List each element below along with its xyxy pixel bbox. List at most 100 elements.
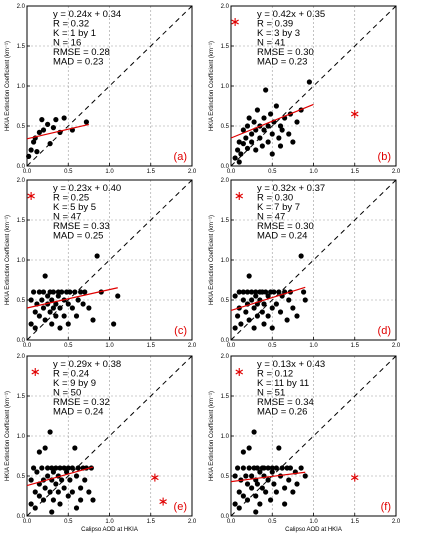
data-point [65,493,71,499]
one-to-one-line [26,5,193,167]
regression-line [26,466,94,487]
data-point [61,313,67,319]
data-point [42,485,48,491]
data-point [75,465,81,471]
data-point [236,489,242,495]
data-point [253,147,259,153]
data-point [78,497,84,503]
data-point [240,141,246,147]
data-point [39,297,45,303]
data-point [251,305,257,311]
stat-line: RMSE = 0.34 [257,397,314,408]
data-point [286,297,292,303]
one-to-one-line [230,355,397,517]
data-point [243,309,249,315]
panel-label: (b) [378,151,391,163]
stat-line: RMSE = 0.28 [53,47,110,58]
data-point [232,501,238,507]
data-point [72,289,78,295]
data-point [40,127,47,133]
data-point [269,305,275,311]
y-tick-label: 2.0 [221,178,230,184]
data-point [249,131,255,137]
data-point [30,289,37,295]
data-point [32,505,38,511]
data-point [298,253,304,259]
x-axis-label: Calipso AOD at HKIA [285,527,342,533]
data-point [240,289,246,295]
data-point [253,509,259,515]
data-point [265,123,271,129]
y-tick-label: 0.0 [221,164,230,170]
data-point [265,313,271,319]
data-point [254,465,260,471]
stat-line: RMSE = 0.30 [257,221,314,232]
data-point [36,493,42,499]
data-point [53,481,59,487]
stat-line: RMSE = 0.33 [53,221,110,232]
data-point [294,313,300,319]
y-tick-label: 1.5 [17,394,26,400]
panel-label: (c) [174,325,187,337]
x-tick-label: 0.5 [64,519,73,525]
outlier-marker [235,368,244,376]
data-point [73,473,80,479]
stat-line: N = 51 [257,388,285,399]
stat-line: K = 11 by 11 [257,378,309,389]
y-tick-label: 0.5 [221,474,230,480]
data-point [240,449,246,455]
y-tick-label: 1.0 [221,258,230,264]
data-point [34,149,40,155]
data-point [263,489,269,495]
stat-line: N = 41 [257,38,285,49]
data-point [72,445,78,451]
data-point [253,493,259,499]
data-point [286,477,292,483]
data-point [276,445,282,451]
data-point [61,115,67,121]
y-axis-label: HKIA Extinction Coefficient (km⁻¹) [209,391,215,481]
data-point [271,481,277,487]
stat-line: N = 50 [53,388,81,399]
data-point [276,289,282,295]
y-axis-label: HKIA Extinction Coefficient (km⁻¹) [209,215,215,305]
data-point [26,153,32,159]
stat-line: K = 7 by 7 [257,202,300,213]
data-point [268,111,274,117]
data-point [73,505,80,511]
stat-line: RMSE = 0.32 [53,397,110,408]
data-point [30,139,37,145]
data-point [45,465,51,471]
data-point [268,497,274,503]
data-point [261,301,267,307]
stat-line: K = 1 by 1 [53,28,96,39]
data-point [251,325,257,331]
outlier-marker [159,497,167,506]
regression-line [230,471,306,483]
data-point [78,289,84,295]
y-tick-label: 0.5 [17,474,26,480]
chart-panel: 0.00.0 0.5 0.5 1.0 1.0 1.5 1.5 2.0 2.0 HKIA Extin… [209,178,401,349]
data-point [50,289,57,295]
data-point [53,117,59,123]
data-point [59,477,65,483]
stat-line: N = 47 [53,212,81,223]
x-tick-label: 1.0 [309,169,318,175]
data-point [50,305,57,311]
y-tick-label: 1.0 [221,84,230,90]
data-point [273,489,279,495]
x-tick-label: 0.0 [23,343,32,349]
y-tick-label: 1.0 [221,434,230,440]
y-axis-label: HKIA Extinction Coefficient (km⁻¹) [5,215,11,305]
data-point [238,321,244,327]
data-point [244,145,251,151]
stat-line: y = 0.42x + 0.35 [257,9,325,20]
data-point [50,125,57,131]
stat-line: MAD = 0.24 [53,407,103,418]
data-point [47,489,53,495]
outlier-stroke [350,111,359,117]
data-point [251,429,257,435]
x-tick-label: 1.5 [351,519,360,525]
data-point [232,293,238,299]
data-point [28,297,34,303]
